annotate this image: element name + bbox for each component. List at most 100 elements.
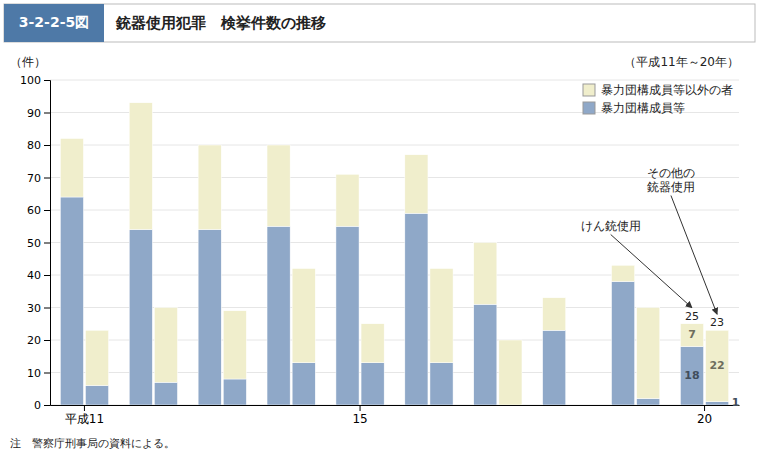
title-frame <box>4 4 755 42</box>
grid-line <box>50 145 739 146</box>
y-tick: 30 <box>27 302 50 315</box>
x-axis: 平成11 15 20 <box>51 405 740 426</box>
y-tick-mark <box>44 113 50 114</box>
y-tick: 20 <box>27 334 50 347</box>
y-tick-mark <box>44 405 50 406</box>
bar <box>706 402 729 405</box>
bar <box>85 386 108 406</box>
x-tick-mark <box>704 405 705 411</box>
y-tick-mark <box>44 80 50 81</box>
grid-line <box>50 372 739 373</box>
title: 銃器使用犯罪 検挙件数の推移 <box>115 14 326 32</box>
annotation-text: 銃器使用 <box>647 180 695 194</box>
bars <box>60 103 728 405</box>
bar <box>60 139 83 198</box>
y-tick: 100 <box>20 74 50 87</box>
grid-line <box>50 275 739 276</box>
legend-label: 暴力団構成員等以外の者 <box>601 83 733 97</box>
bar <box>129 103 152 230</box>
y-axis-title: （件） <box>10 55 46 69</box>
labels: 1817222523 <box>684 310 739 410</box>
bar <box>292 269 315 363</box>
bar <box>267 145 290 226</box>
y-tick-mark <box>44 145 50 146</box>
bar <box>267 226 290 405</box>
y-tick-label: 60 <box>27 204 41 217</box>
grid-line <box>50 80 739 81</box>
bar <box>223 379 246 405</box>
y-tick-mark <box>44 178 50 179</box>
bar <box>154 382 177 405</box>
y-axis: 0102030405060708090100 <box>20 74 51 412</box>
y-tick-label: 40 <box>27 269 41 282</box>
y-tick: 40 <box>27 269 50 282</box>
y-tick-label: 0 <box>34 399 41 412</box>
bar <box>292 363 315 405</box>
x-tick-label: 15 <box>352 412 367 426</box>
x-tick-mark <box>360 405 361 411</box>
grid <box>50 80 739 405</box>
x-tick-label: 20 <box>697 412 712 426</box>
bar <box>198 145 221 230</box>
bar <box>336 174 359 226</box>
grid-line <box>50 405 739 406</box>
y-tick-label: 20 <box>27 334 41 347</box>
x-tick: 平成11 <box>65 405 104 426</box>
bar <box>223 311 246 379</box>
chart-container: 3-2-2-5図銃器使用犯罪 検挙件数の推移（平成11年～20年）（件）0102… <box>0 0 759 455</box>
y-tick-label: 80 <box>27 139 41 152</box>
legend-swatch <box>583 84 595 96</box>
bar <box>637 399 660 406</box>
y-tick-label: 30 <box>27 302 41 315</box>
y-tick: 80 <box>27 139 50 152</box>
plot: 0102030405060708090100平成1115201817222523… <box>20 74 740 426</box>
x-tick: 20 <box>697 405 712 426</box>
bar <box>474 243 497 305</box>
bar <box>568 405 591 406</box>
x-axis-line <box>51 405 740 406</box>
annotation-text: けん銃使用 <box>581 219 641 233</box>
legend: 暴力団構成員等以外の者暴力団構成員等 <box>583 83 733 115</box>
y-tick-label: 10 <box>27 367 41 380</box>
bar <box>474 304 497 405</box>
bar <box>680 324 703 347</box>
bar <box>499 340 522 405</box>
grid-line <box>50 210 739 211</box>
bar <box>706 330 729 402</box>
bar <box>637 308 660 399</box>
bar <box>680 347 703 406</box>
y-axis-line <box>44 81 51 406</box>
y-tick-mark <box>44 308 50 309</box>
y-tick: 10 <box>27 367 50 380</box>
bar <box>568 405 591 406</box>
grid-line <box>50 340 739 341</box>
bar <box>612 265 635 281</box>
x-tick: 15 <box>352 405 367 426</box>
annotations: けん銃使用 その他の銃器使用 <box>581 166 717 315</box>
bar <box>361 363 384 405</box>
legend-item: 暴力団構成員等以外の者 <box>583 83 733 97</box>
bar <box>60 197 83 405</box>
legend-label: 暴力団構成員等 <box>601 101 685 115</box>
series-bars <box>60 103 728 405</box>
bar <box>336 226 359 405</box>
y-tick-mark <box>44 210 50 211</box>
grid-line <box>50 242 739 243</box>
annotation-text: その他の <box>647 166 695 180</box>
y-tick-mark <box>44 243 50 244</box>
y-tick-label: 50 <box>27 237 41 250</box>
bar <box>405 155 428 214</box>
bar <box>430 269 453 363</box>
bar <box>543 330 566 405</box>
y-tick-label: 70 <box>27 172 41 185</box>
total-label: 23 <box>710 316 724 329</box>
grid-line <box>50 307 739 308</box>
legend-item: 暴力団構成員等 <box>583 101 685 115</box>
bar <box>85 330 108 385</box>
y-tick: 50 <box>27 237 50 250</box>
bar <box>198 230 221 406</box>
series-bars <box>60 197 728 405</box>
y-tick: 60 <box>27 204 50 217</box>
bar <box>612 282 635 406</box>
y-tick: 0 <box>34 399 50 412</box>
